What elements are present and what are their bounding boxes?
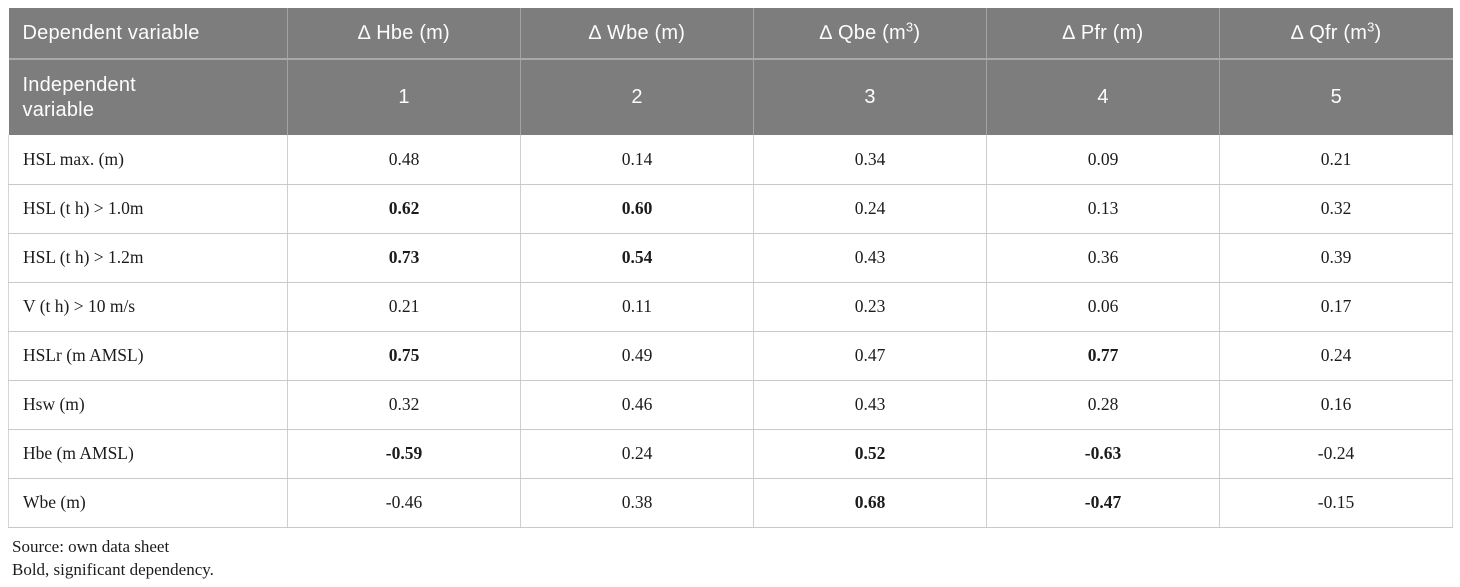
value-cell: 0.09 xyxy=(986,135,1220,185)
row-label: HSLr (m AMSL) xyxy=(8,331,288,381)
row-label: Hbe (m AMSL) xyxy=(8,429,288,479)
header-col-delta-qbe: ∆ Qbe (m3) xyxy=(753,8,987,60)
header-independent-variable: Independent variable xyxy=(8,59,288,135)
header-col-delta-pfr: ∆ Pfr (m) xyxy=(986,8,1220,60)
value-cell: 0.34 xyxy=(753,135,987,185)
value-cell: 0.73 xyxy=(287,233,521,283)
value-cell: -0.15 xyxy=(1219,478,1453,528)
table-header: Dependent variable ∆ Hbe (m) ∆ Wbe (m) ∆… xyxy=(8,8,1453,135)
value-cell: 0.24 xyxy=(1219,331,1453,381)
value-cell: 0.06 xyxy=(986,282,1220,332)
value-cell: 0.38 xyxy=(520,478,754,528)
value-cell: 0.62 xyxy=(287,184,521,234)
row-label: Wbe (m) xyxy=(8,478,288,528)
header-col-delta-wbe: ∆ Wbe (m) xyxy=(520,8,754,60)
value-cell: 0.46 xyxy=(520,380,754,430)
value-cell: 0.75 xyxy=(287,331,521,381)
table-row: HSL max. (m) 0.48 0.14 0.34 0.09 0.21 xyxy=(8,135,1453,185)
value-cell: -0.63 xyxy=(986,429,1220,479)
table-row: V (t h) > 10 m/s 0.21 0.11 0.23 0.06 0.1… xyxy=(8,282,1453,332)
value-cell: 0.54 xyxy=(520,233,754,283)
value-cell: 0.17 xyxy=(1219,282,1453,332)
value-cell: 0.68 xyxy=(753,478,987,528)
bold-note: Bold, significant dependency. xyxy=(12,559,214,579)
value-cell: 0.13 xyxy=(986,184,1220,234)
value-cell: 0.77 xyxy=(986,331,1220,381)
header-col-number-1: 1 xyxy=(287,59,521,135)
row-label: HSL max. (m) xyxy=(8,135,288,185)
table-row: HSL (t h) > 1.0m 0.62 0.60 0.24 0.13 0.3… xyxy=(8,184,1453,234)
value-cell: 0.32 xyxy=(287,380,521,430)
value-cell: 0.43 xyxy=(753,233,987,283)
value-cell: 0.43 xyxy=(753,380,987,430)
header-col-number-3: 3 xyxy=(753,59,987,135)
value-cell: -0.59 xyxy=(287,429,521,479)
table-body: HSL max. (m) 0.48 0.14 0.34 0.09 0.21 HS… xyxy=(8,135,1453,528)
header-col-number-2: 2 xyxy=(520,59,754,135)
header-col-number-4: 4 xyxy=(986,59,1220,135)
value-cell: -0.46 xyxy=(287,478,521,528)
table-row: HSLr (m AMSL) 0.75 0.49 0.47 0.77 0.24 xyxy=(8,331,1453,381)
value-cell: -0.24 xyxy=(1219,429,1453,479)
value-cell: 0.23 xyxy=(753,282,987,332)
value-cell: 0.47 xyxy=(753,331,987,381)
row-label: HSL (t h) > 1.2m xyxy=(8,233,288,283)
value-cell: 0.39 xyxy=(1219,233,1453,283)
value-cell: 0.14 xyxy=(520,135,754,185)
table-footnotes: Source: own data sheet Bold, significant… xyxy=(12,535,1452,581)
value-cell: 0.11 xyxy=(520,282,754,332)
value-cell: 0.24 xyxy=(520,429,754,479)
value-cell: 0.52 xyxy=(753,429,987,479)
dependent-variable-row: Dependent variable ∆ Hbe (m) ∆ Wbe (m) ∆… xyxy=(8,8,1453,60)
table-row: Hbe (m AMSL) -0.59 0.24 0.52 -0.63 -0.24 xyxy=(8,429,1453,479)
row-label: HSL (t h) > 1.0m xyxy=(8,184,288,234)
header-col-number-5: 5 xyxy=(1219,59,1453,135)
value-cell: 0.32 xyxy=(1219,184,1453,234)
value-cell: 0.49 xyxy=(520,331,754,381)
row-label: Hsw (m) xyxy=(8,380,288,430)
value-cell: 0.24 xyxy=(753,184,987,234)
correlation-table: Dependent variable ∆ Hbe (m) ∆ Wbe (m) ∆… xyxy=(8,8,1453,528)
table-row: Hsw (m) 0.32 0.46 0.43 0.28 0.16 xyxy=(8,380,1453,430)
value-cell: 0.48 xyxy=(287,135,521,185)
header-col-delta-qfr: ∆ Qfr (m3) xyxy=(1219,8,1453,60)
source-note: Source: own data sheet xyxy=(12,536,170,556)
value-cell: 0.21 xyxy=(1219,135,1453,185)
table-row: Wbe (m) -0.46 0.38 0.68 -0.47 -0.15 xyxy=(8,478,1453,528)
value-cell: 0.60 xyxy=(520,184,754,234)
table-row: HSL (t h) > 1.2m 0.73 0.54 0.43 0.36 0.3… xyxy=(8,233,1453,283)
value-cell: 0.16 xyxy=(1219,380,1453,430)
header-dependent-variable: Dependent variable xyxy=(8,8,288,60)
header-col-delta-hbe: ∆ Hbe (m) xyxy=(287,8,521,60)
value-cell: 0.28 xyxy=(986,380,1220,430)
row-label: V (t h) > 10 m/s xyxy=(8,282,288,332)
value-cell: 0.36 xyxy=(986,233,1220,283)
value-cell: 0.21 xyxy=(287,282,521,332)
independent-variable-row: Independent variable 1 2 3 4 5 xyxy=(8,59,1453,135)
value-cell: -0.47 xyxy=(986,478,1220,528)
